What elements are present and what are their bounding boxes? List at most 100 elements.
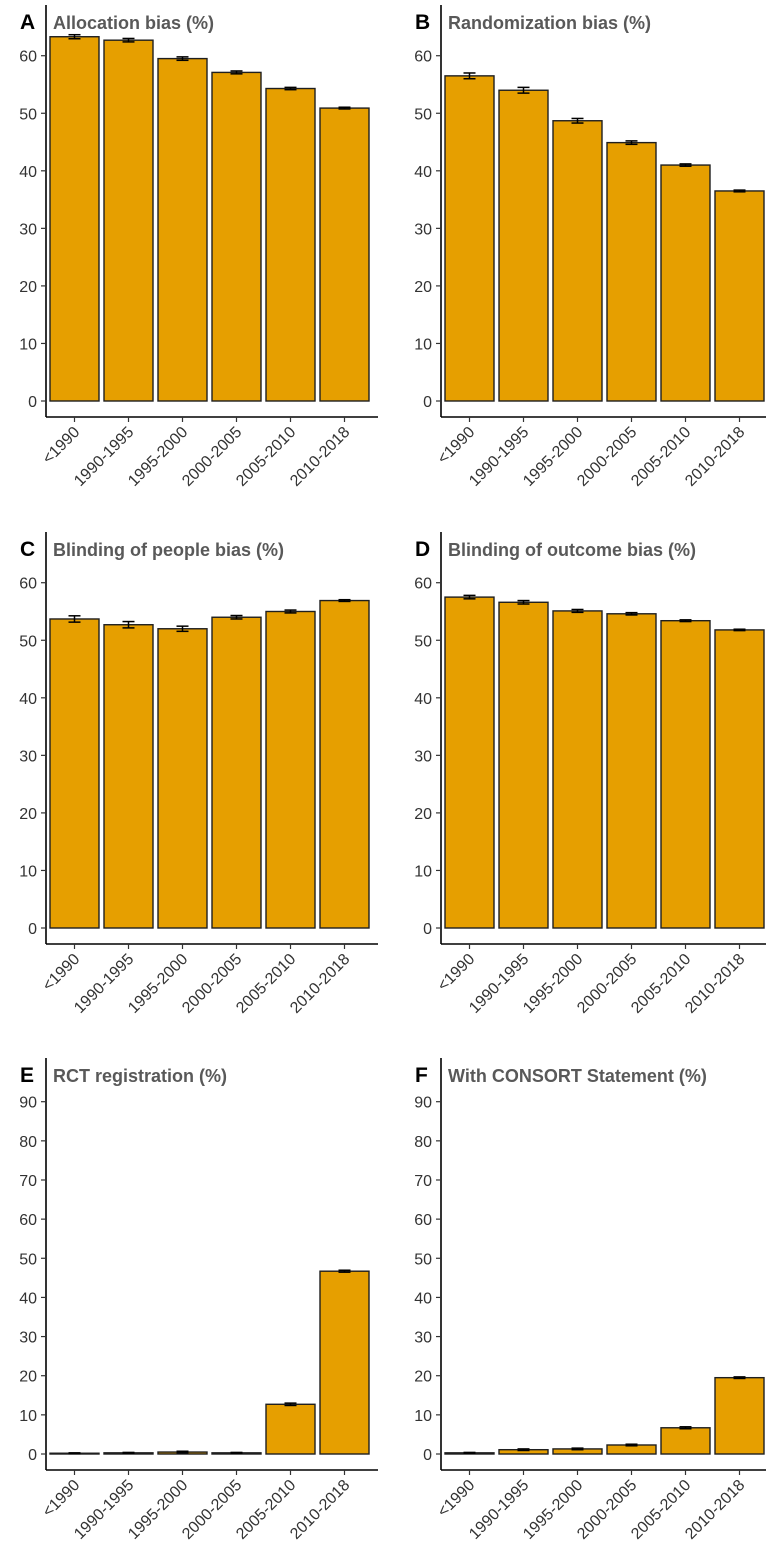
bar: [552, 610, 603, 929]
y-tick-label: 50: [414, 1251, 432, 1268]
y-tick-label: 70: [19, 1173, 37, 1190]
y-tick-label: 80: [19, 1134, 37, 1151]
panel-title: Blinding of outcome bias (%): [448, 540, 696, 560]
y-tick-label: 10: [414, 1408, 432, 1425]
error-bar: [625, 140, 638, 146]
error-bar: [571, 117, 584, 124]
error-bar: [176, 625, 189, 633]
y-tick-label: 40: [19, 691, 37, 708]
y-tick-label: 40: [19, 1290, 37, 1307]
error-bar: [517, 86, 530, 94]
error-bar: [122, 620, 135, 629]
error-bar: [338, 1269, 351, 1273]
y-tick-label: 40: [19, 164, 37, 181]
panel-letter: A: [20, 11, 35, 34]
panel-a: A Allocation bias (%)0102030405060<199019…: [19, 5, 378, 490]
bar: [49, 36, 100, 402]
panel-title: Allocation bias (%): [53, 13, 214, 33]
error-bar: [68, 33, 81, 40]
bar: [660, 619, 711, 929]
y-tick-label: 20: [19, 1369, 37, 1386]
y-tick-label: 0: [28, 921, 37, 938]
bar: [606, 613, 657, 929]
y-tick-label: 30: [414, 221, 432, 238]
y-tick-label: 0: [423, 921, 432, 938]
y-tick-label: 60: [414, 49, 432, 66]
error-bar: [230, 70, 243, 75]
error-bar: [338, 598, 351, 603]
panel-title: Blinding of people bias (%): [53, 540, 284, 560]
bar: [714, 629, 765, 929]
panel-letter: B: [415, 11, 430, 34]
y-tick-label: 30: [19, 221, 37, 238]
y-tick-label: 40: [414, 164, 432, 181]
bar: [265, 87, 316, 402]
bar: [498, 601, 549, 929]
error-bar: [176, 1450, 189, 1454]
panel-b: B Randomization bias (%) 0 10 20 30 40 50 60 <199…: [414, 5, 766, 490]
error-bar: [571, 1447, 584, 1451]
x-tick-label: <1990: [435, 951, 479, 995]
panel-letter: D: [415, 538, 430, 561]
error-bar: [625, 1443, 638, 1447]
y-tick-label: 20: [414, 279, 432, 296]
error-bar: [68, 1452, 81, 1455]
panel-letter: E: [20, 1064, 34, 1087]
y-tick-label: 30: [19, 748, 37, 765]
bar: [660, 1427, 711, 1455]
error-bar: [517, 599, 530, 605]
x-tick-label: <1990: [40, 424, 84, 468]
y-tick-label: 10: [414, 336, 432, 353]
bar: [157, 57, 208, 402]
y-tick-label: 60: [414, 576, 432, 593]
error-bar: [733, 1376, 746, 1380]
error-bar: [122, 1451, 135, 1454]
error-bar: [284, 86, 297, 91]
error-bar: [463, 72, 476, 80]
bar: [714, 190, 765, 402]
y-tick-label: 90: [19, 1095, 37, 1112]
bar: [714, 1376, 765, 1455]
y-tick-label: 60: [19, 576, 37, 593]
bar: [211, 616, 262, 929]
y-tick-label: 70: [414, 1173, 432, 1190]
error-bar: [284, 1402, 297, 1407]
panel-title: Randomization bias (%): [448, 13, 651, 33]
y-tick-label: 10: [19, 1408, 37, 1425]
y-tick-label: 20: [19, 806, 37, 823]
x-tick-label: <1990: [435, 1477, 479, 1521]
panel-letter: C: [20, 538, 35, 561]
bar: [319, 599, 370, 929]
panel-f: F With CONSORT Statement (%) 0 10 20 30 40 50 60…: [414, 1058, 766, 1543]
error-bar: [463, 1451, 476, 1454]
bar: [660, 164, 711, 402]
error-bar: [679, 1426, 692, 1430]
error-bar: [679, 619, 692, 623]
y-tick-label: 0: [28, 1447, 37, 1464]
bar: [103, 624, 154, 929]
y-tick-label: 0: [423, 394, 432, 411]
bar: [157, 628, 208, 929]
bar: [265, 610, 316, 929]
error-bar: [679, 163, 692, 167]
y-tick-label: 50: [414, 633, 432, 650]
y-tick-label: 10: [414, 863, 432, 880]
y-tick-label: 20: [414, 806, 432, 823]
y-tick-label: 60: [19, 1212, 37, 1229]
y-tick-label: 50: [19, 106, 37, 123]
error-bar: [625, 611, 638, 616]
bar: [444, 596, 495, 929]
y-tick-label: 50: [414, 106, 432, 123]
y-tick-label: 50: [19, 633, 37, 650]
x-tick-label: <1990: [435, 424, 479, 468]
y-tick-label: 50: [19, 1251, 37, 1268]
error-bar: [230, 614, 243, 620]
error-bar: [733, 189, 746, 193]
error-bar: [284, 609, 297, 614]
bar: [319, 1270, 370, 1455]
panel-letter: F: [415, 1064, 428, 1087]
y-tick-label: 10: [19, 863, 37, 880]
panel-e: E RCT registration (%) 0 10 20 30 40 50 60 70 80 90…: [19, 1058, 378, 1543]
panel-title: With CONSORT Statement (%): [448, 1066, 707, 1086]
